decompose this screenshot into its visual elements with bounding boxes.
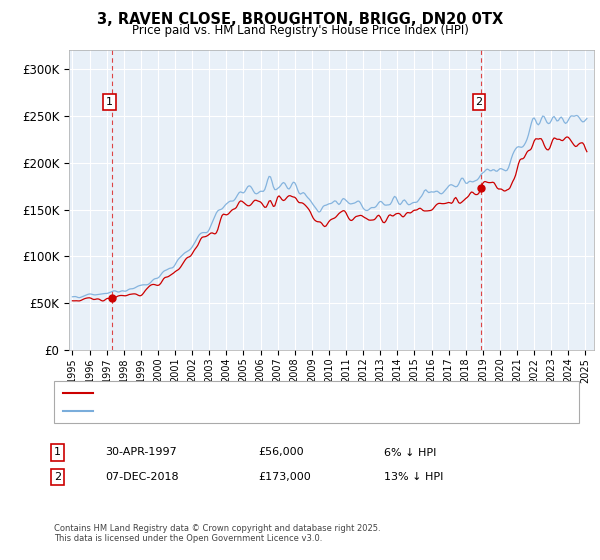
Text: 1: 1 <box>106 97 113 107</box>
Text: 2: 2 <box>54 472 61 482</box>
Text: £173,000: £173,000 <box>258 472 311 482</box>
Text: 3, RAVEN CLOSE, BROUGHTON, BRIGG, DN20 0TX: 3, RAVEN CLOSE, BROUGHTON, BRIGG, DN20 0… <box>97 12 503 27</box>
Text: £56,000: £56,000 <box>258 447 304 458</box>
Text: HPI: Average price, detached house, North Lincolnshire: HPI: Average price, detached house, Nort… <box>99 406 387 416</box>
Text: 2: 2 <box>475 97 482 107</box>
Text: 13% ↓ HPI: 13% ↓ HPI <box>384 472 443 482</box>
Text: 07-DEC-2018: 07-DEC-2018 <box>105 472 179 482</box>
Text: 30-APR-1997: 30-APR-1997 <box>105 447 177 458</box>
Text: 3, RAVEN CLOSE, BROUGHTON, BRIGG, DN20 0TX (detached house): 3, RAVEN CLOSE, BROUGHTON, BRIGG, DN20 0… <box>99 388 452 398</box>
Text: 1: 1 <box>54 447 61 458</box>
Text: Price paid vs. HM Land Registry's House Price Index (HPI): Price paid vs. HM Land Registry's House … <box>131 24 469 37</box>
Text: Contains HM Land Registry data © Crown copyright and database right 2025.
This d: Contains HM Land Registry data © Crown c… <box>54 524 380 543</box>
Text: 6% ↓ HPI: 6% ↓ HPI <box>384 447 436 458</box>
